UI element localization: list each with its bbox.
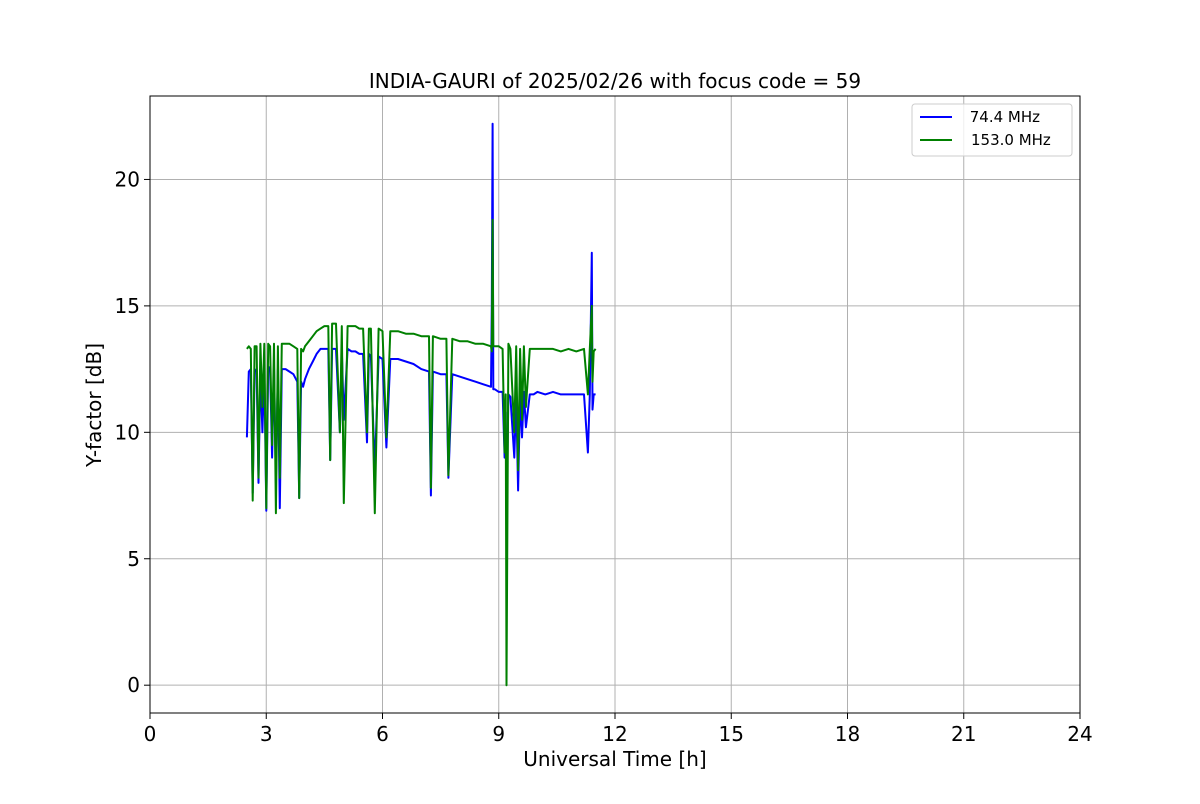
legend-label-153-0-mhz: 153.0 MHz (971, 131, 1051, 149)
x-tick-label: 24 (1067, 722, 1092, 746)
y-tick-label: 5 (127, 547, 140, 571)
legend-label-74-4-mhz: 74.4 MHz (965, 108, 1040, 126)
x-axis-label: Universal Time [h] (523, 747, 706, 771)
x-tick-label: 15 (719, 722, 744, 746)
x-tick-label: 12 (602, 722, 627, 746)
x-tick-label: 6 (376, 722, 389, 746)
x-tick-label: 9 (492, 722, 505, 746)
series-layer (245, 122, 597, 687)
chart-title: INDIA-GAURI of 2025/02/26 with focus cod… (369, 69, 861, 93)
x-tick-label: 18 (835, 722, 860, 746)
x-tick-label: 3 (260, 722, 273, 746)
axis-layer: 0 3 6 9 12 15 18 21 24 0 5 10 15 20 (115, 167, 1093, 746)
legend: 74.4 MHz 153.0 MHz (911, 103, 1073, 157)
y-tick-label: 20 (115, 167, 140, 191)
grid-layer (149, 96, 1081, 713)
y-tick-label: 0 (127, 673, 140, 697)
y-axis-label: Y-factor [dB] (82, 343, 106, 468)
series-line-153-0-mhz (246, 218, 597, 687)
y-tick-label: 10 (115, 420, 140, 444)
y-tick-label: 15 (115, 294, 140, 318)
x-tick-label: 0 (144, 722, 157, 746)
x-tick-label: 21 (951, 722, 976, 746)
